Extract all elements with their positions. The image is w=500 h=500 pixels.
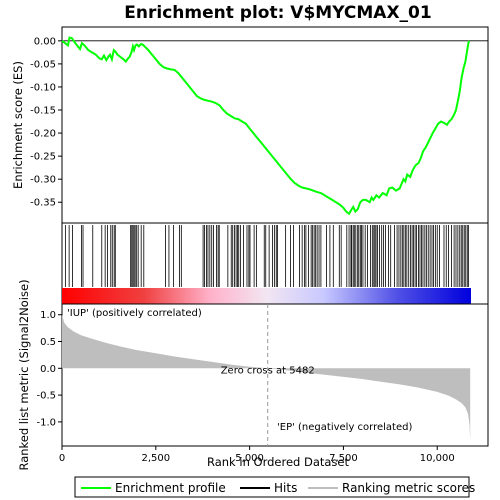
es-panel: 0.00-0.05-0.10-0.15-0.20-0.25-0.30-0.35 … [11,26,489,224]
legend-label-hits: Hits [274,481,297,495]
x-tick-label: 10,000 [420,453,455,464]
metric-y-tick-label: 0.0 [40,364,56,375]
x-tick-label: 5,000 [235,453,264,464]
es-y-axis: 0.00 -0.05 -0.10 -0.15 -0.20 -0.25 -0.30 -0.35 [30,36,62,209]
legend-label-enrichment: Enrichment profile [115,481,226,495]
es-y-tick-label: -0.15 [30,106,56,117]
es-y-tick-label: -0.05 [30,59,56,70]
es-y-tick-label: -0.35 [30,198,56,209]
metric-y-tick-label: 1.0 [40,310,56,321]
x-tick-label: 7,500 [329,453,358,464]
es-panel-frame [61,26,489,224]
es-y-tick-label: -0.25 [30,152,56,163]
metric-y-tick-label: 0.5 [40,337,56,348]
legend-label-metric: Ranking metric scores [342,481,475,495]
x-tick-label: 0 [59,453,65,464]
negative-correlation-label: 'EP' (negatively correlated) [277,422,412,433]
hits-panel [61,222,489,305]
legend-frame [74,476,470,498]
x-axis-label: Rank in Ordered Dataset [207,455,350,469]
chart-title: Enrichment plot: V$MYCMAX_01 [124,3,431,23]
metric-y-tick-label: -1.0 [36,417,56,428]
x-axis: 0 2,500 5,000 7,500 10,000 [59,446,455,464]
zero-cross-label: Zero cross at 5482 [221,365,315,376]
es-y-label: Enrichment score (ES) [11,61,25,189]
hit-marks [64,225,469,287]
positive-correlation-label: 'IUP' (positively correlated) [67,308,202,319]
metric-panel: 1.0 0.5 0.0 -0.5 -1.0 Zero cross at 5482 'IU… [17,279,489,471]
es-y-tick-label: -0.10 [30,82,56,93]
es-y-tick-label: -0.20 [30,129,56,140]
legend: Enrichment profile Hits Ranking metric s… [74,476,475,498]
metric-y-tick-label: -0.5 [36,391,56,402]
es-y-tick-label: -0.30 [30,175,56,186]
ranking-metric-area [62,314,471,441]
rank-color-bar [62,288,471,304]
metric-y-label: Ranked list metric (Signal2Noise) [17,279,31,470]
metric-y-axis: 1.0 0.5 0.0 -0.5 -1.0 [36,310,62,428]
es-y-tick-label: 0.00 [34,36,56,47]
x-tick-label: 2,500 [141,453,170,464]
es-curve [61,36,471,216]
